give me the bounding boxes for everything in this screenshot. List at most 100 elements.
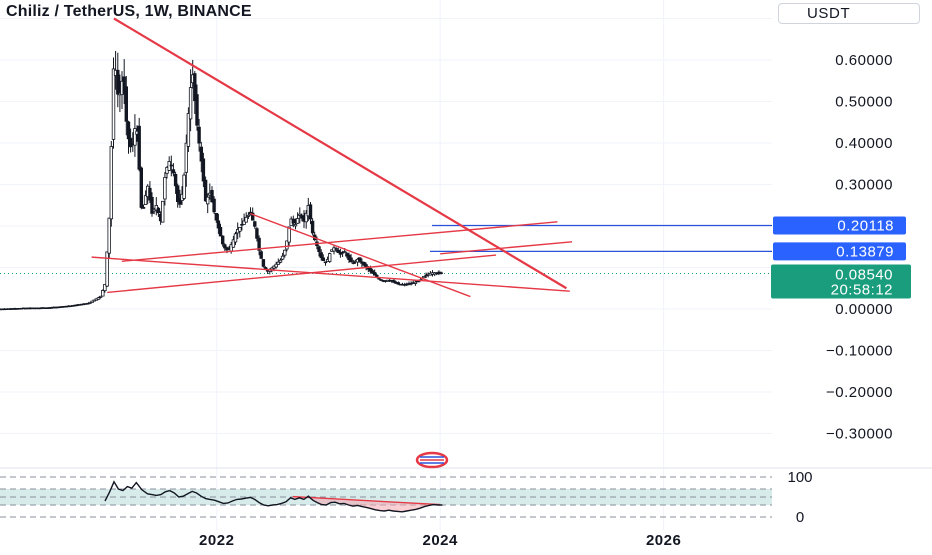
candle-body	[214, 212, 218, 221]
flag-marker-icon[interactable]	[415, 451, 449, 469]
rsi-axis-tick-label: 0	[796, 509, 804, 526]
candle-body	[116, 69, 120, 95]
time-axis-tick-label: 2026	[646, 532, 681, 549]
candle-body	[253, 221, 257, 227]
candle-body	[351, 262, 355, 264]
trendline[interactable]	[113, 17, 567, 290]
candle-body	[357, 257, 362, 262]
candle-body	[122, 76, 126, 94]
candle-body	[274, 263, 278, 268]
level-label-2: 0.13879	[836, 243, 894, 260]
candle-body	[413, 281, 418, 284]
candle-body	[323, 261, 328, 264]
price-axis-tick-label: −0.20000	[826, 384, 893, 401]
trendline[interactable]	[440, 241, 573, 255]
candle-body	[287, 226, 291, 243]
rsi-pane[interactable]: 100 0	[0, 469, 813, 526]
candle-body	[216, 220, 221, 229]
candle-body	[244, 216, 248, 223]
candle-body	[220, 235, 225, 245]
candle-body	[98, 295, 103, 298]
candle-body	[197, 126, 201, 144]
candle-body	[238, 226, 242, 232]
candle-body	[255, 228, 259, 239]
candle-body	[283, 249, 287, 256]
candle-body	[327, 253, 332, 262]
currency-button[interactable]: USDT	[778, 3, 920, 24]
candle-body	[210, 189, 214, 203]
candle-body	[396, 282, 400, 285]
candle-body	[280, 255, 285, 260]
candle-body	[195, 94, 199, 126]
candle-body	[205, 196, 210, 205]
candle-body	[362, 261, 366, 266]
price-axis-tick-label: −0.10000	[826, 343, 893, 360]
candle-body	[233, 233, 238, 243]
candle-body	[285, 240, 289, 250]
candle-body	[107, 217, 111, 254]
candle-body	[261, 259, 266, 267]
time-axis[interactable]: 2022 2024 2026	[199, 532, 681, 549]
price-axis-tick-label: 0.30000	[835, 177, 893, 194]
level-label-bg	[773, 216, 906, 235]
rsi-divergence-line[interactable]	[292, 495, 441, 506]
trendline[interactable]	[91, 256, 570, 292]
candle-body	[212, 198, 216, 213]
price-axis[interactable]: 0.60000 0.50000 0.40000 0.30000 0.00000 −0.10…	[771, 52, 911, 443]
candle-body	[336, 249, 340, 254]
candle-body	[349, 257, 353, 262]
candle-body	[368, 268, 373, 272]
candle-body	[188, 87, 193, 120]
price-axis-tick-label: 0.40000	[835, 135, 893, 152]
candle-body	[201, 158, 206, 182]
candle-body	[101, 289, 105, 297]
time-axis-tick-label: 2024	[422, 532, 458, 549]
candle-body	[169, 164, 173, 167]
candle-body	[250, 212, 255, 221]
candle-body	[321, 257, 325, 261]
level-label-bg	[773, 242, 906, 261]
candle-body	[293, 224, 298, 227]
candle-body	[184, 142, 188, 173]
candle-series[interactable]	[0, 50, 443, 311]
candle-body	[317, 246, 321, 252]
level-label-1: 0.20118	[837, 218, 894, 235]
candle-body	[278, 259, 283, 263]
chart-title: Chiliz / TetherUS, 1W, BINANCE	[6, 3, 252, 20]
candle-body	[160, 200, 165, 223]
price-axis-tick-label: 0.60000	[835, 52, 893, 69]
candle-body	[150, 196, 154, 214]
candle-body	[105, 251, 109, 287]
price-axis-tick-label: 0.00000	[835, 301, 893, 318]
grid-lines	[0, 0, 772, 530]
price-axis-tick-label: −0.30000	[826, 426, 893, 443]
candle-body	[295, 218, 300, 224]
candle-body	[231, 239, 236, 248]
rsi-axis-tick-label: 100	[787, 469, 812, 486]
price-axis-tick-label: 0.50000	[835, 94, 893, 111]
candle-body	[319, 252, 323, 259]
candle-body	[128, 137, 133, 148]
candle-body	[90, 300, 94, 303]
candle-body	[223, 244, 227, 249]
candle-body	[347, 254, 351, 261]
candle-body	[171, 169, 176, 174]
candle-body	[137, 125, 141, 170]
candle-body	[259, 251, 263, 259]
candle-body	[133, 128, 137, 146]
trendline[interactable]	[121, 221, 558, 262]
candle-body	[103, 283, 107, 291]
candle-body	[143, 195, 148, 206]
candle-body	[148, 187, 152, 201]
candle-body	[242, 220, 246, 225]
candle-body	[392, 280, 396, 283]
candle-body	[111, 68, 116, 140]
candle-body	[126, 121, 131, 140]
trendline[interactable]	[250, 212, 471, 298]
trendline[interactable]	[107, 254, 497, 294]
candle-body	[203, 179, 208, 202]
candle-body	[342, 251, 347, 253]
candle-body	[178, 198, 182, 205]
